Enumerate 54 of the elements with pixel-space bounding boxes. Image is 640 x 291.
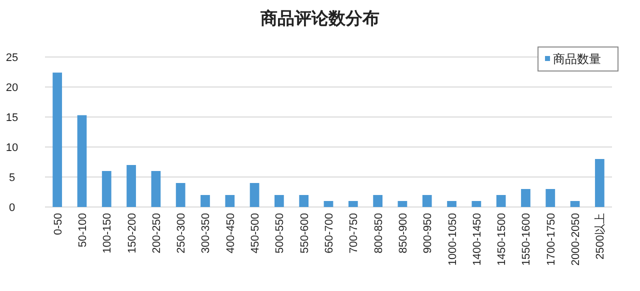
x-tick-label: 1550-1600 (520, 213, 533, 266)
y-tick-label: 0 (8, 202, 16, 214)
x-tick-label: 650-700 (324, 213, 336, 254)
y-tick-label: 5 (8, 172, 16, 184)
x-tick-label: 1400-1450 (471, 213, 484, 266)
bar (472, 201, 482, 207)
x-tick-label: 850-900 (397, 213, 410, 254)
x-tick-label: 800-850 (372, 213, 385, 254)
chart-title: 商品评论数分布 (260, 9, 380, 28)
y-tick-label: 10 (6, 142, 18, 154)
x-tick-label: 300-350 (200, 213, 212, 254)
x-tick-label: 1450-1500 (496, 213, 508, 266)
x-tick-label: 50-100 (76, 213, 89, 248)
bar (77, 115, 87, 207)
bar (398, 201, 408, 207)
y-tick-label: 20 (6, 82, 18, 94)
x-tick-label: 550-600 (298, 213, 311, 254)
bar (176, 183, 186, 207)
y-tick-label: 25 (6, 52, 18, 64)
y-tick-label: 15 (6, 112, 18, 124)
bar (225, 195, 235, 207)
bar (546, 189, 556, 207)
bar (348, 201, 358, 207)
bar (496, 195, 506, 207)
bar (299, 195, 309, 207)
bar (570, 201, 580, 207)
x-tick-label: 2500以上 (594, 213, 607, 260)
x-tick-label: 700-750 (348, 213, 360, 254)
bar (126, 165, 136, 207)
bar (324, 201, 334, 207)
x-tick-label: 450-500 (250, 213, 262, 254)
x-tick-label: 900-950 (422, 213, 434, 254)
x-tick-label: 0-50 (52, 213, 64, 236)
x-tick-label: 1700-1750 (545, 213, 558, 266)
bar (447, 201, 456, 207)
bar (274, 195, 284, 207)
x-tick-label: 100-150 (102, 213, 114, 254)
bar (422, 195, 432, 207)
x-tick-label: 1000-1050 (446, 213, 459, 266)
x-tick-label: 250-300 (176, 213, 188, 254)
bar (594, 159, 604, 207)
bar (200, 195, 210, 207)
x-tick-label: 200-250 (150, 213, 163, 254)
bar (102, 171, 112, 207)
bar (151, 171, 161, 207)
x-tick-label: 400-450 (224, 213, 237, 254)
x-tick-label: 500-550 (274, 213, 286, 254)
x-tick-label: 150-200 (126, 213, 138, 254)
bar (250, 183, 260, 207)
bar (373, 195, 382, 207)
x-tick-label: 2000-2050 (570, 213, 582, 266)
bar (521, 189, 530, 207)
bar (52, 72, 62, 207)
legend-label: 商品数量 (553, 52, 601, 66)
